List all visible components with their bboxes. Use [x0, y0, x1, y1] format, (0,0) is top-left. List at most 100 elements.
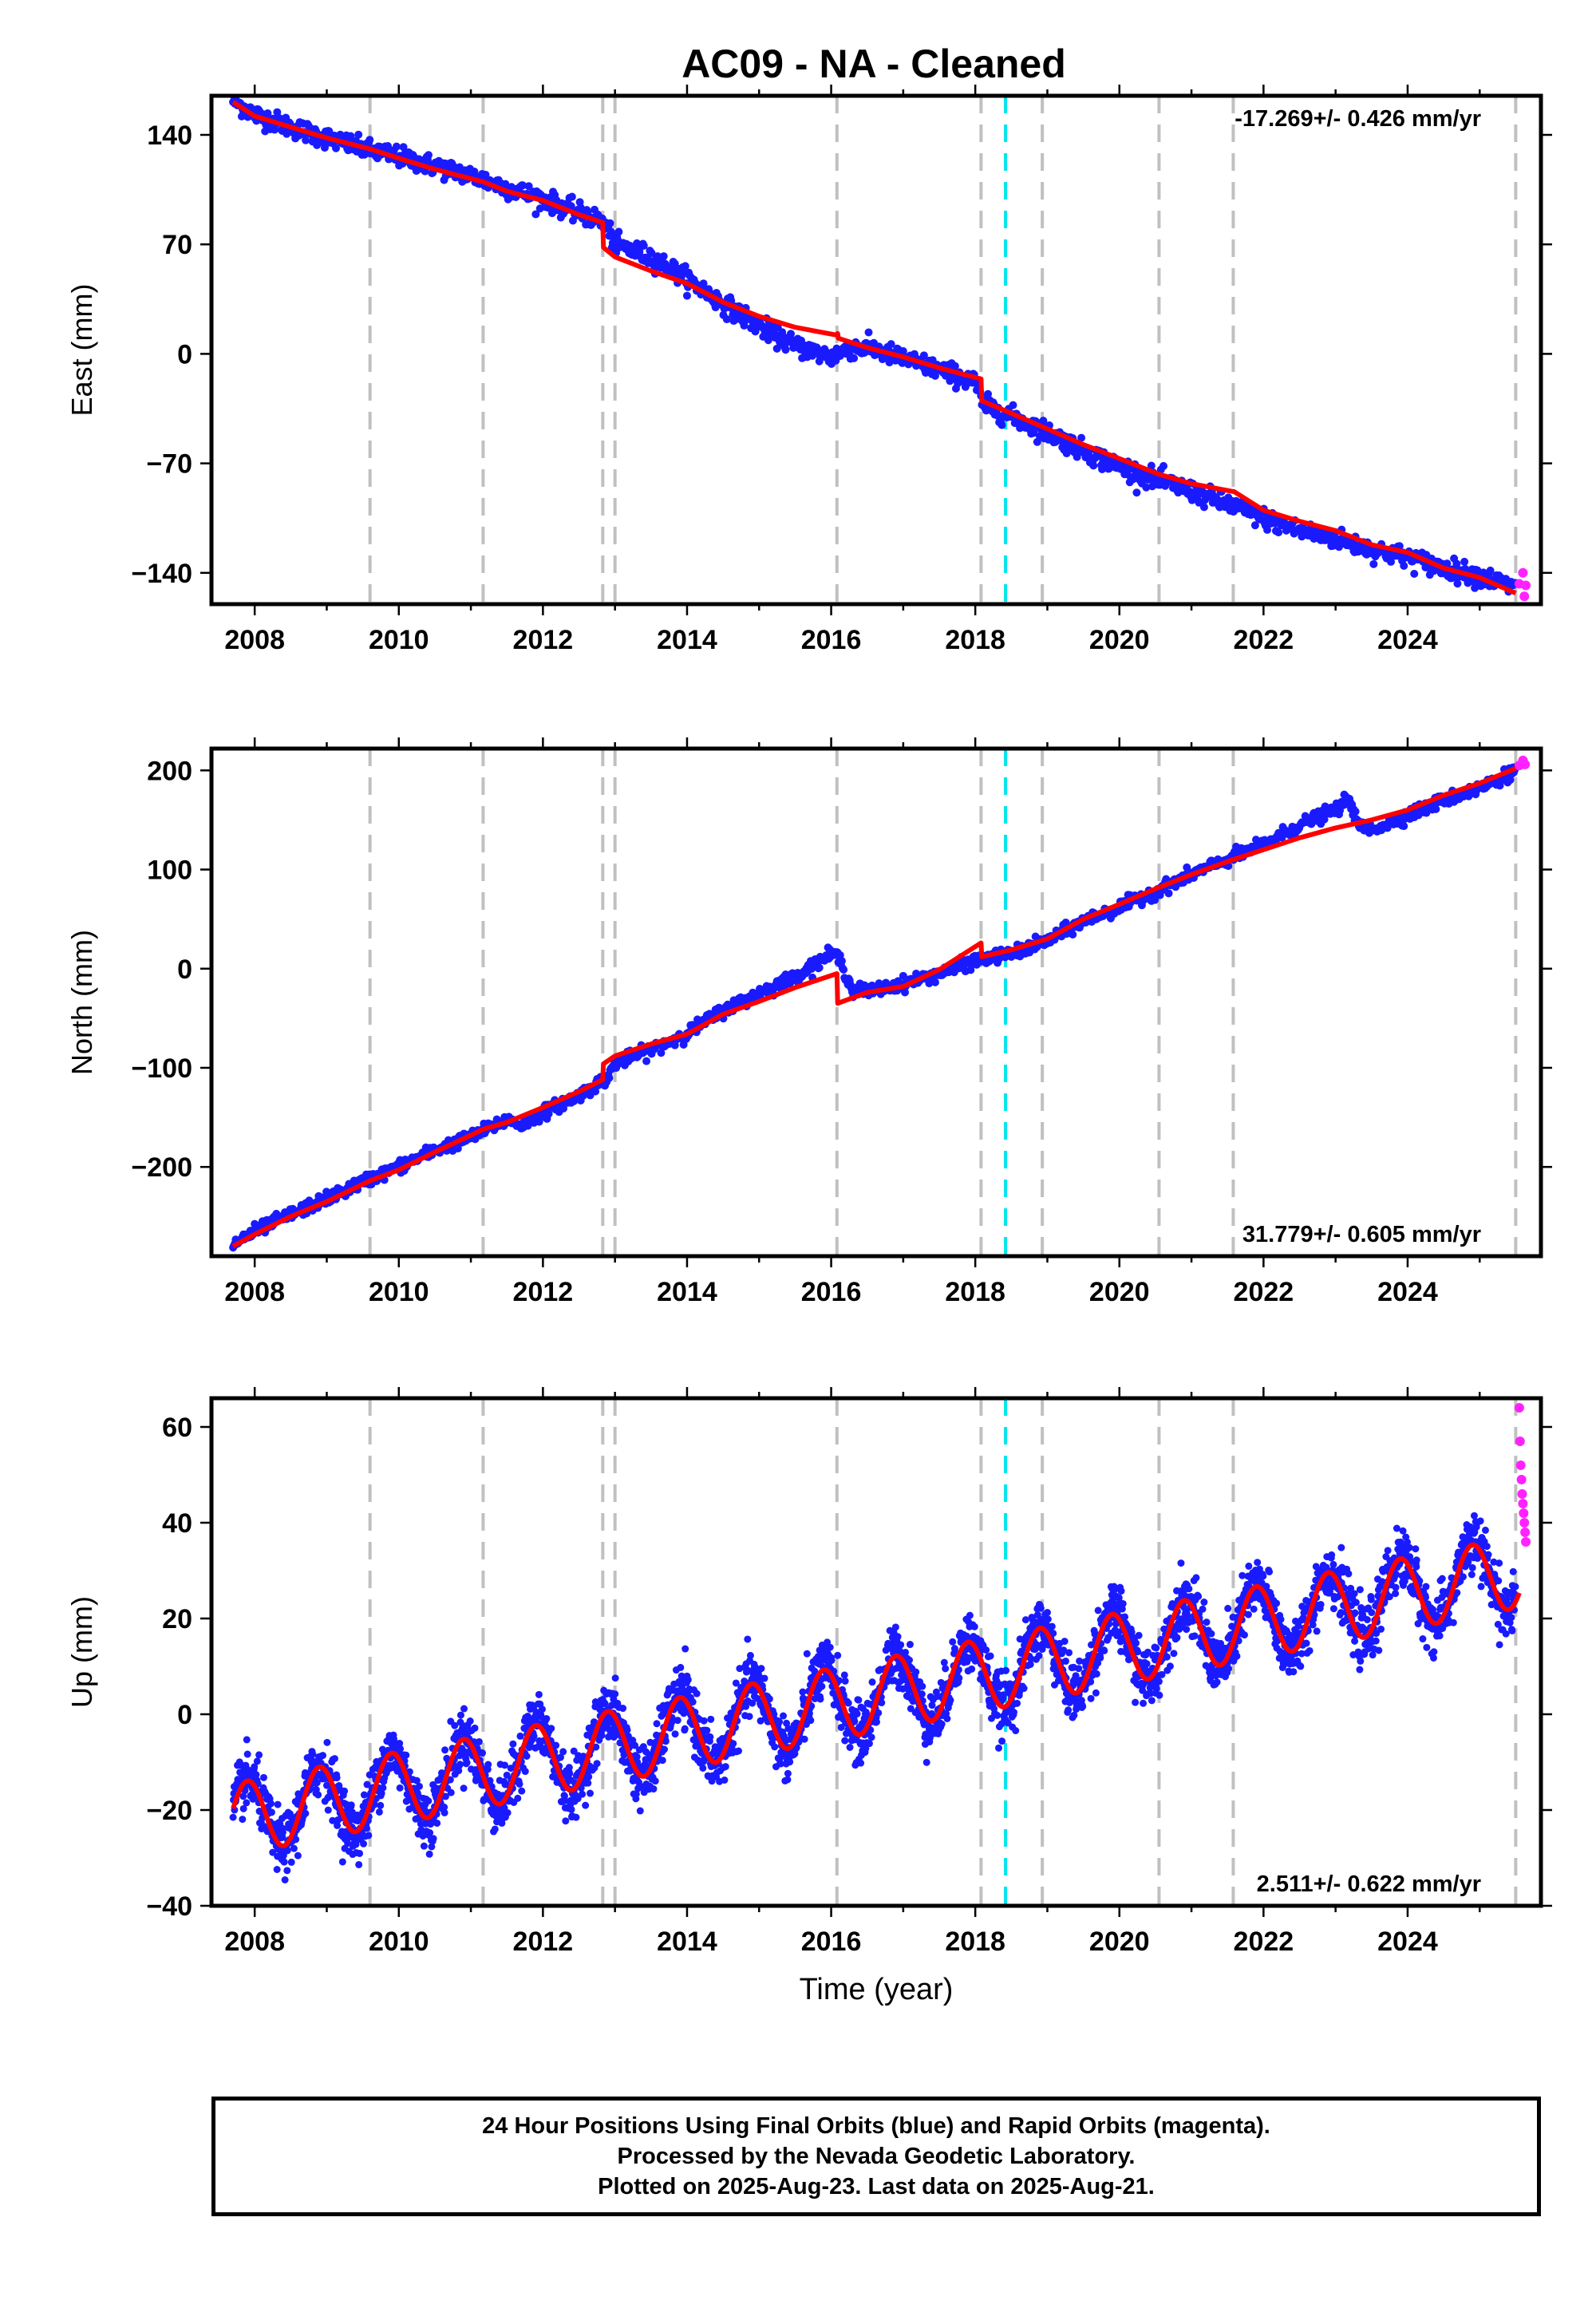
data-point	[1274, 528, 1283, 537]
data-point	[252, 1771, 260, 1779]
data-point	[950, 362, 959, 370]
data-point	[314, 1791, 322, 1799]
panel-east: 2008 2010 2012 2014 2016 2018 2020 2022 20241407…	[65, 85, 1552, 655]
data-point	[1009, 401, 1017, 409]
data-point	[659, 252, 668, 261]
x-tick-label: 2020	[1089, 1277, 1150, 1307]
y-tick-label: −70	[146, 449, 192, 480]
plot-area	[229, 96, 1531, 602]
y-axis-label: East (mm)	[65, 284, 98, 417]
data-point	[255, 1751, 263, 1759]
data-point	[855, 1696, 863, 1704]
data-point	[1443, 559, 1452, 568]
data-point	[535, 1690, 543, 1698]
data-point	[623, 1726, 631, 1734]
data-point	[562, 1817, 570, 1825]
data-point	[446, 1776, 454, 1784]
data-point	[878, 1699, 886, 1707]
data-point	[601, 1700, 609, 1708]
data-point	[243, 1799, 251, 1807]
data-point	[853, 1709, 861, 1717]
data-point	[1369, 559, 1378, 568]
data-point	[776, 1760, 784, 1768]
data-point	[784, 1769, 792, 1777]
y-tick-label: −200	[131, 1152, 192, 1183]
data-point	[292, 1836, 300, 1844]
data-point	[706, 1733, 714, 1741]
x-axis: 2008 2010 2012 2014 2016 2018 2020 2022 2024	[224, 85, 1481, 655]
x-tick-label: 2010	[369, 1277, 429, 1307]
data-point	[1132, 488, 1141, 497]
data-point	[514, 1794, 522, 1802]
data-point	[570, 1747, 578, 1755]
data-point	[509, 1740, 517, 1748]
data-point	[347, 1801, 355, 1809]
data-point	[379, 1784, 387, 1792]
event-lines	[368, 1398, 1518, 1906]
data-point	[891, 1623, 899, 1631]
data-point	[998, 421, 1006, 429]
data-point	[396, 1784, 404, 1792]
data-point	[661, 1745, 669, 1753]
y-tick-label: 200	[147, 756, 192, 786]
data-point	[865, 1740, 873, 1748]
data-point	[771, 1743, 779, 1751]
data-point	[1250, 521, 1259, 530]
data-point	[749, 1699, 757, 1707]
data-point	[259, 1773, 267, 1781]
data-point	[631, 1741, 639, 1749]
data-point	[425, 1797, 433, 1805]
data-point	[591, 1087, 600, 1096]
data-point	[681, 1725, 689, 1733]
data-point	[875, 1709, 883, 1717]
data-point	[416, 1782, 424, 1790]
x-tick-label: 2012	[513, 625, 574, 655]
data-point	[567, 192, 576, 201]
data-point	[815, 963, 824, 972]
data-point	[864, 328, 873, 337]
data-point	[377, 1789, 385, 1797]
data-point	[781, 346, 790, 354]
data-point	[614, 227, 623, 236]
data-point	[868, 1678, 876, 1686]
data-point	[524, 182, 533, 191]
data-point	[451, 1721, 459, 1729]
x-tick-label: 2008	[224, 1277, 285, 1307]
data-point	[491, 1825, 499, 1833]
data-point	[651, 1777, 659, 1785]
data-point	[693, 1690, 701, 1697]
data-point	[1506, 776, 1515, 785]
data-point	[784, 1776, 792, 1784]
data-point	[582, 1801, 590, 1809]
data-point	[365, 136, 374, 144]
data-point	[447, 1788, 455, 1796]
data-point	[700, 1717, 708, 1725]
data-point	[244, 1766, 252, 1774]
data-point	[757, 1665, 765, 1673]
plot-frame	[209, 746, 1543, 1259]
data-point	[516, 1780, 523, 1788]
data-point	[287, 1858, 295, 1866]
data-point	[267, 1800, 275, 1808]
data-point	[460, 1784, 468, 1792]
data-point	[1486, 566, 1495, 575]
data-point	[1151, 895, 1159, 904]
data-point	[365, 1832, 373, 1840]
data-point	[518, 1787, 526, 1795]
x-tick-label: 2018	[945, 1277, 1005, 1307]
data-point	[309, 1750, 317, 1758]
y-tick-label: −100	[131, 1053, 192, 1084]
data-point	[466, 1717, 474, 1725]
data-point	[396, 1740, 404, 1748]
x-tick-label: 2018	[945, 625, 1005, 655]
data-point	[862, 1745, 870, 1753]
x-tick-label: 2010	[369, 625, 429, 655]
plot-frame	[209, 93, 1543, 607]
data-point	[722, 315, 731, 324]
x-tick-label: 2022	[1234, 1277, 1294, 1307]
data-point	[839, 966, 848, 974]
data-point	[834, 1651, 842, 1659]
data-point	[568, 216, 577, 225]
data-point	[531, 210, 540, 219]
data-point	[746, 1651, 754, 1659]
